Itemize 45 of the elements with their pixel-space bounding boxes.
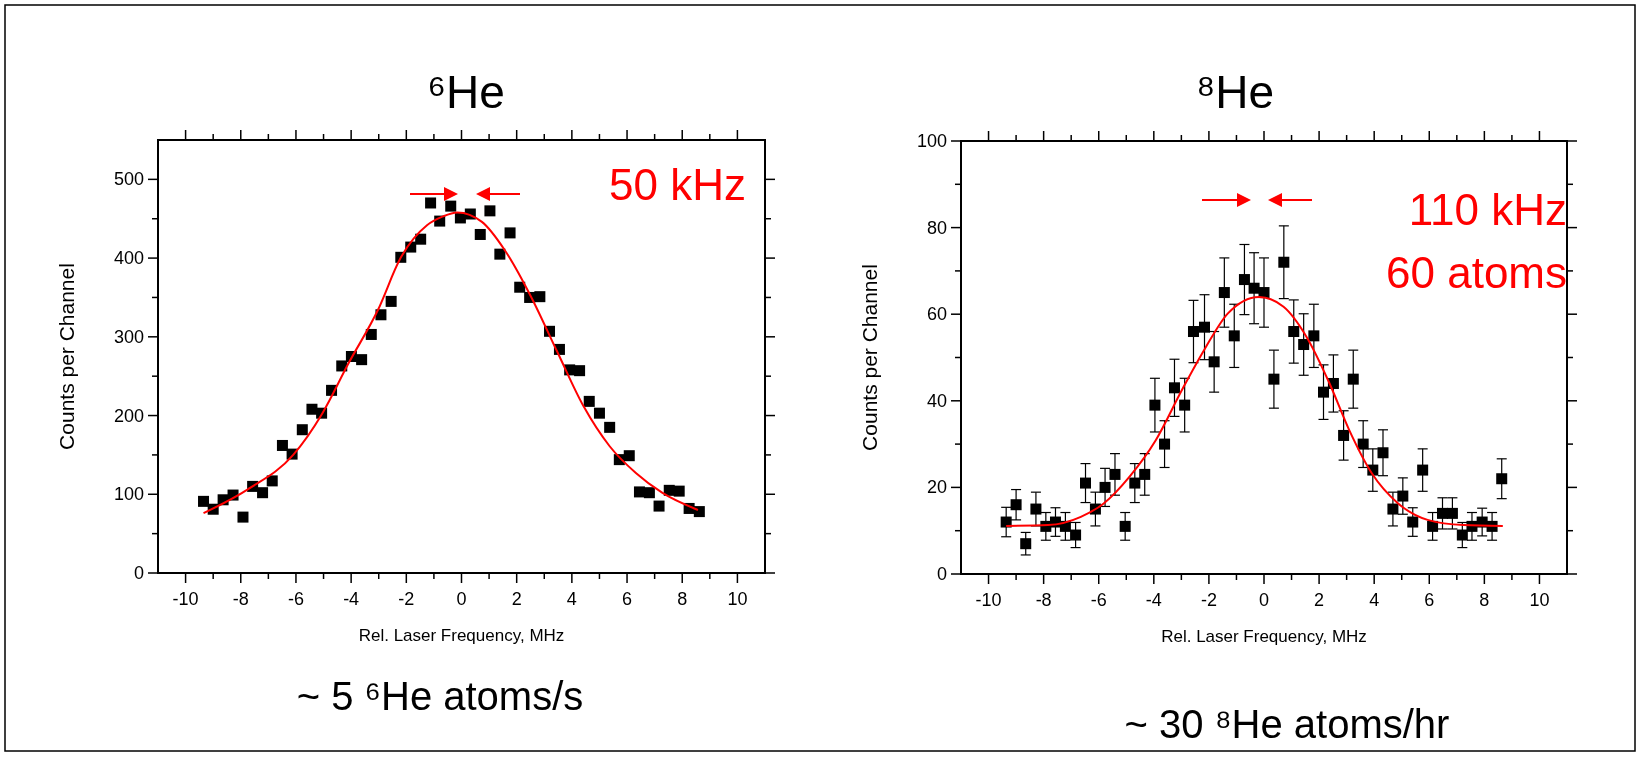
annotation: 110 kHz [1408, 185, 1567, 234]
y-tick-label: 40 [926, 390, 947, 411]
y-axis-title: Counts per Channel [55, 263, 78, 450]
x-tick-label: -2 [1200, 590, 1217, 610]
x-tick-label: -8 [232, 589, 249, 609]
x-tick-label: -4 [343, 589, 360, 609]
x-tick-label: 10 [727, 589, 748, 609]
y-tick-label: 0 [936, 564, 947, 584]
x-tick-label: 8 [1479, 590, 1490, 610]
x-tick-label: 8 [677, 589, 688, 609]
x-tick-label: 2 [1314, 590, 1325, 610]
y-axis-title: Counts per Channel [858, 264, 881, 451]
x-tick-label: 4 [1369, 590, 1380, 610]
annotation: 60 atoms [1386, 248, 1567, 297]
x-tick-label: 10 [1529, 590, 1550, 610]
y-tick-label: 60 [926, 304, 947, 325]
x-tick-label: 0 [456, 589, 467, 609]
y-tick-label: 0 [133, 563, 144, 583]
y-tick-label: 20 [926, 477, 947, 498]
x-axis-title: Rel. Laser Frequency, MHz [358, 626, 565, 645]
x-tick-label: 6 [1424, 590, 1435, 610]
x-tick-label: 6 [622, 589, 633, 609]
y-tick-label: 300 [113, 326, 144, 347]
x-tick-label: -4 [1145, 590, 1162, 610]
y-tick-label: 400 [113, 248, 144, 269]
text: ~ 30 ⁸He atoms/hr [1124, 702, 1450, 746]
y-tick-label: 500 [113, 169, 144, 190]
x-tick-label: -10 [975, 590, 1002, 610]
x-tick-label: -10 [172, 589, 199, 609]
x-tick-label: 2 [511, 589, 522, 609]
chart-title: ⁶He [427, 66, 505, 118]
x-tick-label: -8 [1035, 590, 1052, 610]
text: ~ 5 ⁶He atoms/s [296, 674, 584, 718]
y-tick-label: 80 [926, 217, 947, 238]
y-tick-label: 200 [113, 405, 144, 426]
x-tick-label: 4 [566, 589, 577, 609]
y-tick-label: 100 [916, 131, 947, 151]
y-tick-label: 100 [113, 484, 144, 505]
x-tick-label: -6 [287, 589, 304, 609]
annotation: 50 kHz [609, 160, 746, 209]
x-axis-title: Rel. Laser Frequency, MHz [1161, 627, 1367, 646]
x-tick-label: -6 [1090, 590, 1107, 610]
x-tick-label: -2 [398, 589, 415, 609]
x-tick-label: 0 [1258, 590, 1270, 610]
chart-title: ⁸He [1195, 66, 1275, 118]
